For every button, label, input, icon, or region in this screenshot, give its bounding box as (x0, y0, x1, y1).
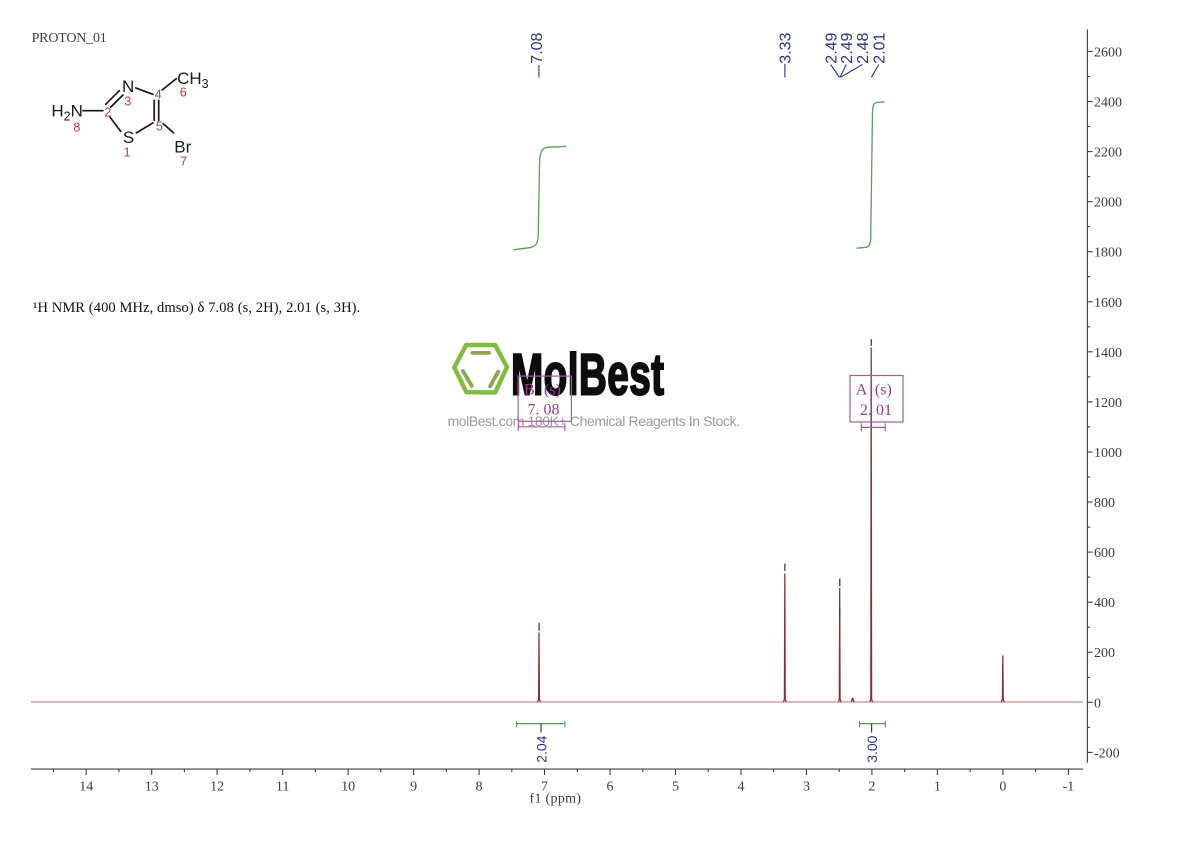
svg-text:8: 8 (476, 780, 483, 795)
svg-text:13: 13 (145, 780, 159, 795)
svg-text:2. 01: 2. 01 (860, 402, 892, 419)
svg-text:Br: Br (174, 138, 191, 157)
svg-text:CH3: CH3 (177, 69, 209, 91)
svg-text:0: 0 (1094, 696, 1101, 711)
svg-text:PROTON_01: PROTON_01 (32, 31, 107, 46)
svg-text:10: 10 (341, 780, 355, 795)
svg-text:3: 3 (124, 95, 131, 109)
svg-text:11: 11 (276, 780, 289, 795)
svg-text:N: N (122, 77, 134, 96)
svg-text:molBest.com 180K+ Chemical Rea: molBest.com 180K+ Chemical Reagents In S… (448, 413, 740, 429)
svg-text:5: 5 (156, 120, 163, 134)
svg-text:1200: 1200 (1094, 396, 1122, 411)
svg-text:-1: -1 (1063, 780, 1075, 795)
svg-text:9: 9 (410, 780, 417, 795)
svg-text:A: A (856, 381, 868, 398)
svg-text:7: 7 (541, 780, 548, 795)
svg-text:8: 8 (73, 120, 80, 134)
svg-text:2.04: 2.04 (533, 735, 549, 762)
svg-text:1400: 1400 (1094, 346, 1122, 361)
svg-text:5: 5 (672, 780, 679, 795)
svg-text:2: 2 (104, 105, 111, 119)
svg-text:S: S (123, 128, 134, 147)
svg-text:2: 2 (868, 780, 875, 795)
svg-text:7. 08: 7. 08 (528, 402, 560, 419)
svg-text:0: 0 (999, 780, 1006, 795)
svg-text:2.49: 2.49 (823, 32, 840, 63)
svg-text:(s): (s) (875, 381, 892, 398)
svg-text:14: 14 (79, 780, 93, 795)
svg-text:1: 1 (124, 146, 131, 160)
svg-text:(s): (s) (544, 381, 561, 398)
svg-text:12: 12 (210, 780, 224, 795)
svg-text:4: 4 (155, 87, 162, 101)
svg-text:3: 3 (803, 780, 810, 795)
svg-text:f1 (ppm): f1 (ppm) (530, 792, 582, 807)
svg-text:2.49: 2.49 (839, 32, 856, 63)
svg-text:6: 6 (607, 780, 614, 795)
svg-text:7: 7 (180, 155, 187, 169)
svg-text:2.01: 2.01 (872, 32, 889, 63)
svg-text:1800: 1800 (1094, 246, 1122, 261)
svg-text:1000: 1000 (1094, 446, 1122, 461)
svg-text:2.48: 2.48 (855, 32, 872, 63)
svg-text:800: 800 (1094, 496, 1115, 511)
svg-text:6: 6 (180, 85, 187, 99)
svg-text:3.33: 3.33 (778, 32, 795, 63)
svg-text:4: 4 (738, 780, 745, 795)
svg-text:¹H NMR (400 MHz, dmso) δ 7.08: ¹H NMR (400 MHz, dmso) δ 7.08 (s, 2H), 2… (33, 300, 360, 316)
svg-text:2400: 2400 (1094, 96, 1122, 111)
svg-text:1600: 1600 (1094, 296, 1122, 311)
svg-text:7.08: 7.08 (529, 32, 546, 63)
svg-text:B: B (524, 381, 535, 398)
svg-text:1: 1 (934, 780, 941, 795)
svg-text:H2N: H2N (51, 102, 83, 124)
svg-text:200: 200 (1094, 646, 1115, 661)
svg-text:600: 600 (1094, 546, 1115, 561)
svg-text:3.00: 3.00 (864, 735, 880, 762)
svg-text:-200: -200 (1094, 746, 1120, 761)
svg-text:2600: 2600 (1094, 45, 1122, 60)
svg-text:2000: 2000 (1094, 196, 1122, 211)
svg-text:400: 400 (1094, 596, 1115, 611)
svg-text:MolBest: MolBest (511, 343, 664, 408)
svg-text:2200: 2200 (1094, 146, 1122, 161)
